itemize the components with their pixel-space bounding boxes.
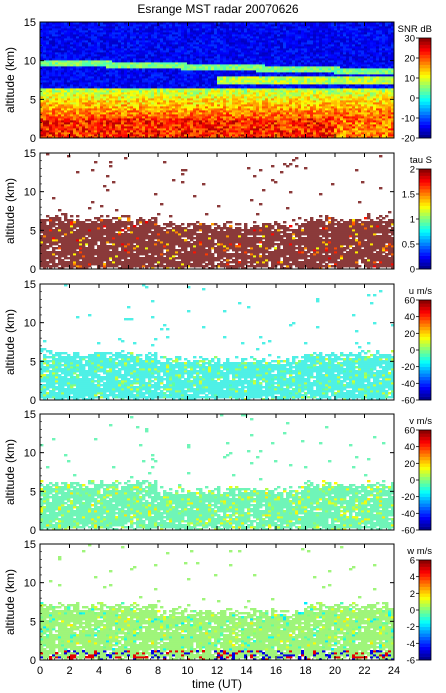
y-tick-label: 5 <box>30 356 36 368</box>
colorbar-tick-label: 40 <box>404 312 415 323</box>
x-tick-label: 22 <box>358 665 370 677</box>
colorbar-tick-label: 1 <box>410 215 415 226</box>
colorbar-tick-label: -6 <box>407 656 415 667</box>
y-tick-label: 10 <box>24 56 36 68</box>
y-tick-label: 10 <box>24 578 36 590</box>
x-tick-label: 24 <box>388 665 400 677</box>
colorbar-SNR: SNR dB -20 -10 0 10 20 30 <box>398 24 432 145</box>
colorbar-label: u m/s <box>409 286 432 297</box>
y-tick-label: 0 <box>30 395 36 407</box>
panel-u: 0 5 10 15 altitude (km) u m/s -60 -40 -20 0 20 40 60 <box>3 279 432 407</box>
colorbar-label: tau S <box>410 155 432 166</box>
x-tick-label: 16 <box>270 665 282 677</box>
colorbar-tick-label: -20 <box>401 492 415 503</box>
colorbar-w: w m/s -6 -4 -2 0 2 4 6 <box>406 546 432 667</box>
colorbar-tick-label: -40 <box>401 379 415 390</box>
y-tick-label: 10 <box>24 448 36 460</box>
x-tick-label: 4 <box>96 665 102 677</box>
colorbar-tick-label: 10 <box>404 74 415 85</box>
y-tick-label: 5 <box>30 486 36 498</box>
y-axis-label: altitude (km) <box>3 178 17 244</box>
y-axis-label: altitude (km) <box>3 569 17 635</box>
y-tick-label: 15 <box>24 409 36 421</box>
x-tick-label: 2 <box>66 665 72 677</box>
colorbar-tick-label: 60 <box>404 426 415 437</box>
y-tick-label: 15 <box>24 17 36 29</box>
y-tick-label: 0 <box>30 655 36 667</box>
colorbar-tick-label: 20 <box>404 54 415 65</box>
colorbar-label: v m/s <box>409 416 432 427</box>
x-axis-label: time (UT) <box>192 677 242 691</box>
y-tick-label: 15 <box>24 148 36 160</box>
colorbar-tick-label: 2 <box>410 589 415 600</box>
y-tick-label: 10 <box>24 187 36 199</box>
colorbar-tick-label: 20 <box>404 459 415 470</box>
colorbar-tick-label: 6 <box>410 556 415 567</box>
x-tick-label: 6 <box>125 665 131 677</box>
x-tick-label: 14 <box>240 665 252 677</box>
panel-SNR-field <box>40 22 394 138</box>
x-tick-label: 18 <box>299 665 311 677</box>
colorbar-label: SNR dB <box>398 24 432 35</box>
colorbar-tick-label: 0 <box>410 606 415 617</box>
y-tick-label: 15 <box>24 279 36 291</box>
panel-u-field <box>40 284 394 400</box>
y-axis-label: altitude (km) <box>3 47 17 113</box>
colorbar-tick-label: 0 <box>410 94 415 105</box>
x-tick-label: 0 <box>37 665 43 677</box>
x-tick-label: 10 <box>181 665 193 677</box>
colorbar-tick-label: -20 <box>401 362 415 373</box>
colorbar-tick-label: 30 <box>404 34 415 45</box>
colorbar-tick-label: 0 <box>410 265 415 276</box>
colorbar-tick-label: 60 <box>404 296 415 307</box>
colorbar-tick-label: -2 <box>407 622 415 633</box>
panel-v: 0 5 10 15 altitude (km) v m/s -60 -40 -20 0 20 40 60 <box>3 409 432 537</box>
y-tick-label: 0 <box>30 525 36 537</box>
y-tick-label: 10 <box>24 318 36 330</box>
y-tick-label: 0 <box>30 264 36 276</box>
panel-w-field <box>40 544 394 660</box>
x-tick-label: 12 <box>211 665 223 677</box>
colorbar-tick-label: 2 <box>410 165 415 176</box>
colorbar-label: w m/s <box>406 546 432 557</box>
colorbar-tick-label: 4 <box>410 572 415 583</box>
colorbar-tick-label: 1.5 <box>402 190 415 201</box>
panel-tau: 0 5 10 15 altitude (km) tau S 0 0.5 1 1.5 2 <box>3 148 432 276</box>
panel-SNR: 0 5 10 15 altitude (km) SNR dB -20 -10 0 10 20 30 <box>3 17 432 145</box>
colorbar-tick-label: 0.5 <box>402 240 415 251</box>
chart-title: Esrange MST radar 20070626 <box>137 2 299 16</box>
colorbar-tick-label: 0 <box>410 346 415 357</box>
y-tick-label: 5 <box>30 225 36 237</box>
y-tick-label: 5 <box>30 94 36 106</box>
y-axis-label: altitude (km) <box>3 439 17 505</box>
panel-v-field <box>40 414 394 530</box>
colorbar-tick-label: 0 <box>410 476 415 487</box>
x-tick-label: 8 <box>155 665 161 677</box>
colorbar-tick-label: 20 <box>404 329 415 340</box>
colorbar-tick-label: -60 <box>401 526 415 537</box>
colorbar-tick-label: -40 <box>401 509 415 520</box>
colorbar-tau: tau S 0 0.5 1 1.5 2 <box>402 155 432 276</box>
y-axis-label: altitude (km) <box>3 309 17 375</box>
colorbar-tick-label: -60 <box>401 396 415 407</box>
colorbar-tick-label: -4 <box>407 639 415 650</box>
y-tick-label: 15 <box>24 539 36 551</box>
colorbar-tick-label: -20 <box>401 134 415 145</box>
y-tick-label: 5 <box>30 616 36 628</box>
colorbar-tick-label: 40 <box>404 442 415 453</box>
colorbar-tick-label: -10 <box>401 114 415 125</box>
colorbar-u: u m/s -60 -40 -20 0 20 40 60 <box>401 286 432 407</box>
panel-tau-field <box>40 153 394 269</box>
x-tick-label: 20 <box>329 665 341 677</box>
colorbar-v: v m/s -60 -40 -20 0 20 40 60 <box>401 416 432 537</box>
y-tick-label: 0 <box>30 133 36 145</box>
